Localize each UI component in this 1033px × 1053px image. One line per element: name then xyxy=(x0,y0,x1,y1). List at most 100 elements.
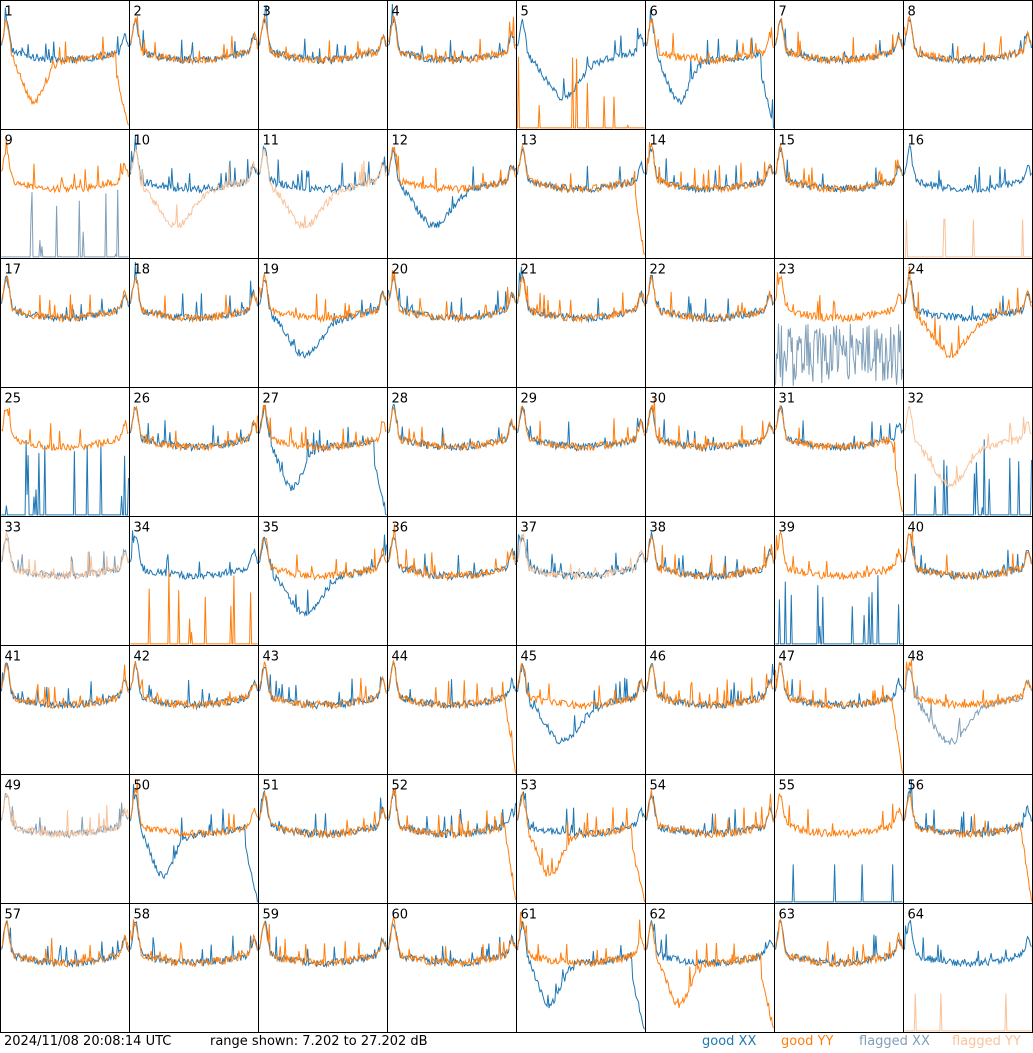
panel-21: 21 xyxy=(516,258,646,388)
panel-frame xyxy=(516,516,646,646)
panel-label: 42 xyxy=(134,650,151,665)
panel-frame xyxy=(645,516,775,646)
panel-18: 18 xyxy=(129,258,259,388)
panel-label: 1 xyxy=(5,5,13,20)
series-yy xyxy=(1,275,129,323)
panel-37: 37 xyxy=(516,516,646,646)
panel-label: 53 xyxy=(521,779,538,794)
panel-frame xyxy=(774,516,904,646)
series-yy xyxy=(259,273,387,324)
panel-34: 34 xyxy=(129,516,259,646)
panel-56: 56 xyxy=(903,774,1033,904)
panel-frame xyxy=(774,0,904,130)
panel-12: 12 xyxy=(387,129,517,259)
series-xx xyxy=(517,921,645,1030)
panel-frame xyxy=(516,387,646,517)
series-yy xyxy=(517,533,645,580)
series-yy xyxy=(388,406,516,452)
panel-26: 26 xyxy=(129,387,259,517)
panel-19: 19 xyxy=(258,258,388,388)
panel-frame xyxy=(0,903,130,1033)
panel-label: 62 xyxy=(650,908,667,923)
panel-23: 23 xyxy=(774,258,904,388)
panel-label: 38 xyxy=(650,521,667,536)
legend-flagged-xx: flagged XX xyxy=(859,1034,930,1049)
panel-frame xyxy=(387,387,517,517)
series-yy xyxy=(646,789,774,839)
panel-label: 18 xyxy=(134,263,151,278)
panel-frame xyxy=(516,258,646,388)
panel-63: 63 xyxy=(774,903,904,1033)
panel-label: 6 xyxy=(650,5,658,20)
series-yy xyxy=(1,663,129,710)
panel-50: 50 xyxy=(129,774,259,904)
panel-label: 16 xyxy=(908,134,925,149)
panel-label: 20 xyxy=(392,263,409,278)
series-yy xyxy=(1,920,129,968)
panel-frame xyxy=(774,903,904,1033)
panel-label: 50 xyxy=(134,779,151,794)
panel-label: 4 xyxy=(392,5,400,20)
series-xx xyxy=(1,439,129,516)
panel-frame xyxy=(258,516,388,646)
series-yy xyxy=(904,530,1032,581)
timestamp: 2024/11/08 20:08:14 UTC xyxy=(4,1034,172,1049)
panel-frame xyxy=(645,645,775,775)
panel-46: 46 xyxy=(645,645,775,775)
series-yy xyxy=(775,530,903,580)
series-yy xyxy=(388,787,516,900)
series-yy xyxy=(517,274,645,324)
panel-frame xyxy=(129,903,259,1033)
series-xx xyxy=(904,275,1032,323)
series-yy xyxy=(646,275,774,323)
series-yy xyxy=(646,141,774,194)
series-yy xyxy=(259,404,387,452)
panel-62: 62 xyxy=(645,903,775,1033)
series-yy xyxy=(388,659,516,774)
series-yy xyxy=(904,218,1032,258)
series-yy xyxy=(775,144,903,194)
series-yy xyxy=(904,659,1032,710)
panel-3: 3 xyxy=(258,0,388,130)
legend-good-yy: good YY xyxy=(781,1034,834,1049)
series-yy xyxy=(1,530,129,581)
panel-label: 46 xyxy=(650,650,667,665)
panel-label: 17 xyxy=(5,263,22,278)
series-yy xyxy=(646,398,774,452)
panel-54: 54 xyxy=(645,774,775,904)
panel-29: 29 xyxy=(516,387,646,517)
panel-60: 60 xyxy=(387,903,517,1033)
series-yy xyxy=(1,137,129,194)
panel-frame xyxy=(258,774,388,904)
panel-label: 34 xyxy=(134,521,151,536)
series-yy xyxy=(130,405,258,452)
series-yy xyxy=(130,149,258,229)
panel-frame xyxy=(645,903,775,1033)
panel-51: 51 xyxy=(258,774,388,904)
panel-frame xyxy=(516,645,646,775)
panel-4: 4 xyxy=(387,0,517,130)
panel-39: 39 xyxy=(774,516,904,646)
panel-frame xyxy=(645,774,775,904)
panel-41: 41 xyxy=(0,645,130,775)
panel-frame xyxy=(774,129,904,259)
panel-frame xyxy=(258,0,388,130)
panel-frame xyxy=(645,258,775,388)
panel-label: 41 xyxy=(5,650,22,665)
panel-2: 2 xyxy=(129,0,259,130)
panel-frame xyxy=(258,645,388,775)
panel-label: 27 xyxy=(263,392,280,407)
panel-label: 60 xyxy=(392,908,409,923)
panel-label: 52 xyxy=(392,779,409,794)
panel-22: 22 xyxy=(645,258,775,388)
panel-label: 61 xyxy=(521,908,538,923)
panel-frame xyxy=(129,645,259,775)
panel-47: 47 xyxy=(774,645,904,775)
panel-frame xyxy=(387,258,517,388)
series-xx xyxy=(904,144,1032,194)
panel-label: 44 xyxy=(392,650,409,665)
panel-frame xyxy=(774,774,904,904)
panel-label: 56 xyxy=(908,779,925,794)
panel-7: 7 xyxy=(774,0,904,130)
panel-61: 61 xyxy=(516,903,646,1033)
